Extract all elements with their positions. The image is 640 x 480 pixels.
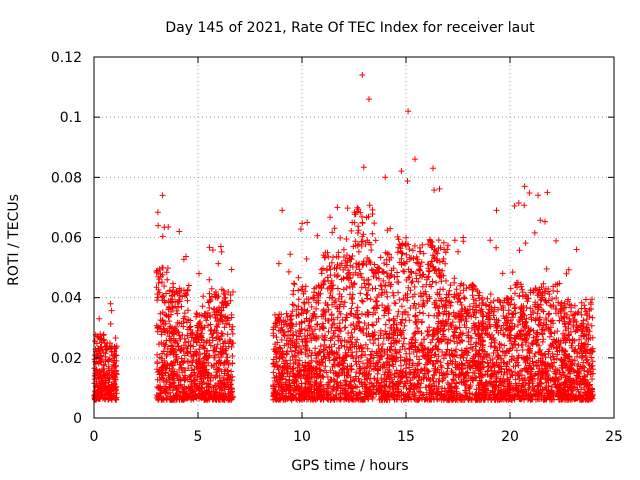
y-axis-label: ROTI / TECUs	[6, 194, 22, 286]
x-tick-label: 15	[397, 429, 415, 445]
x-tick-label: 10	[293, 429, 311, 445]
roti-points	[91, 72, 596, 403]
y-tick-label: 0	[73, 411, 82, 427]
y-tick-label: 0.04	[51, 291, 82, 307]
x-axis-label: GPS time / hours	[291, 458, 408, 474]
x-tick-label: 25	[605, 429, 623, 445]
x-tick-label: 0	[90, 429, 99, 445]
axis-ticks	[93, 56, 615, 419]
x-tick-label: 20	[501, 429, 519, 445]
y-tick-label: 0.08	[51, 170, 82, 186]
y-tick-label: 0.1	[60, 110, 82, 126]
y-tick-label: 0.12	[51, 50, 82, 66]
y-tick-labels: 0 0.02 0.04 0.06 0.08 0.1 0.12	[51, 50, 82, 427]
chart-title: Day 145 of 2021, Rate Of TEC Index for r…	[165, 20, 535, 36]
x-tick-label: 5	[194, 429, 203, 445]
data-points	[91, 72, 596, 403]
y-tick-label: 0.06	[51, 231, 82, 247]
x-tick-labels: 0 5 10 15 20 25	[90, 429, 623, 445]
y-tick-label: 0.02	[51, 351, 82, 367]
